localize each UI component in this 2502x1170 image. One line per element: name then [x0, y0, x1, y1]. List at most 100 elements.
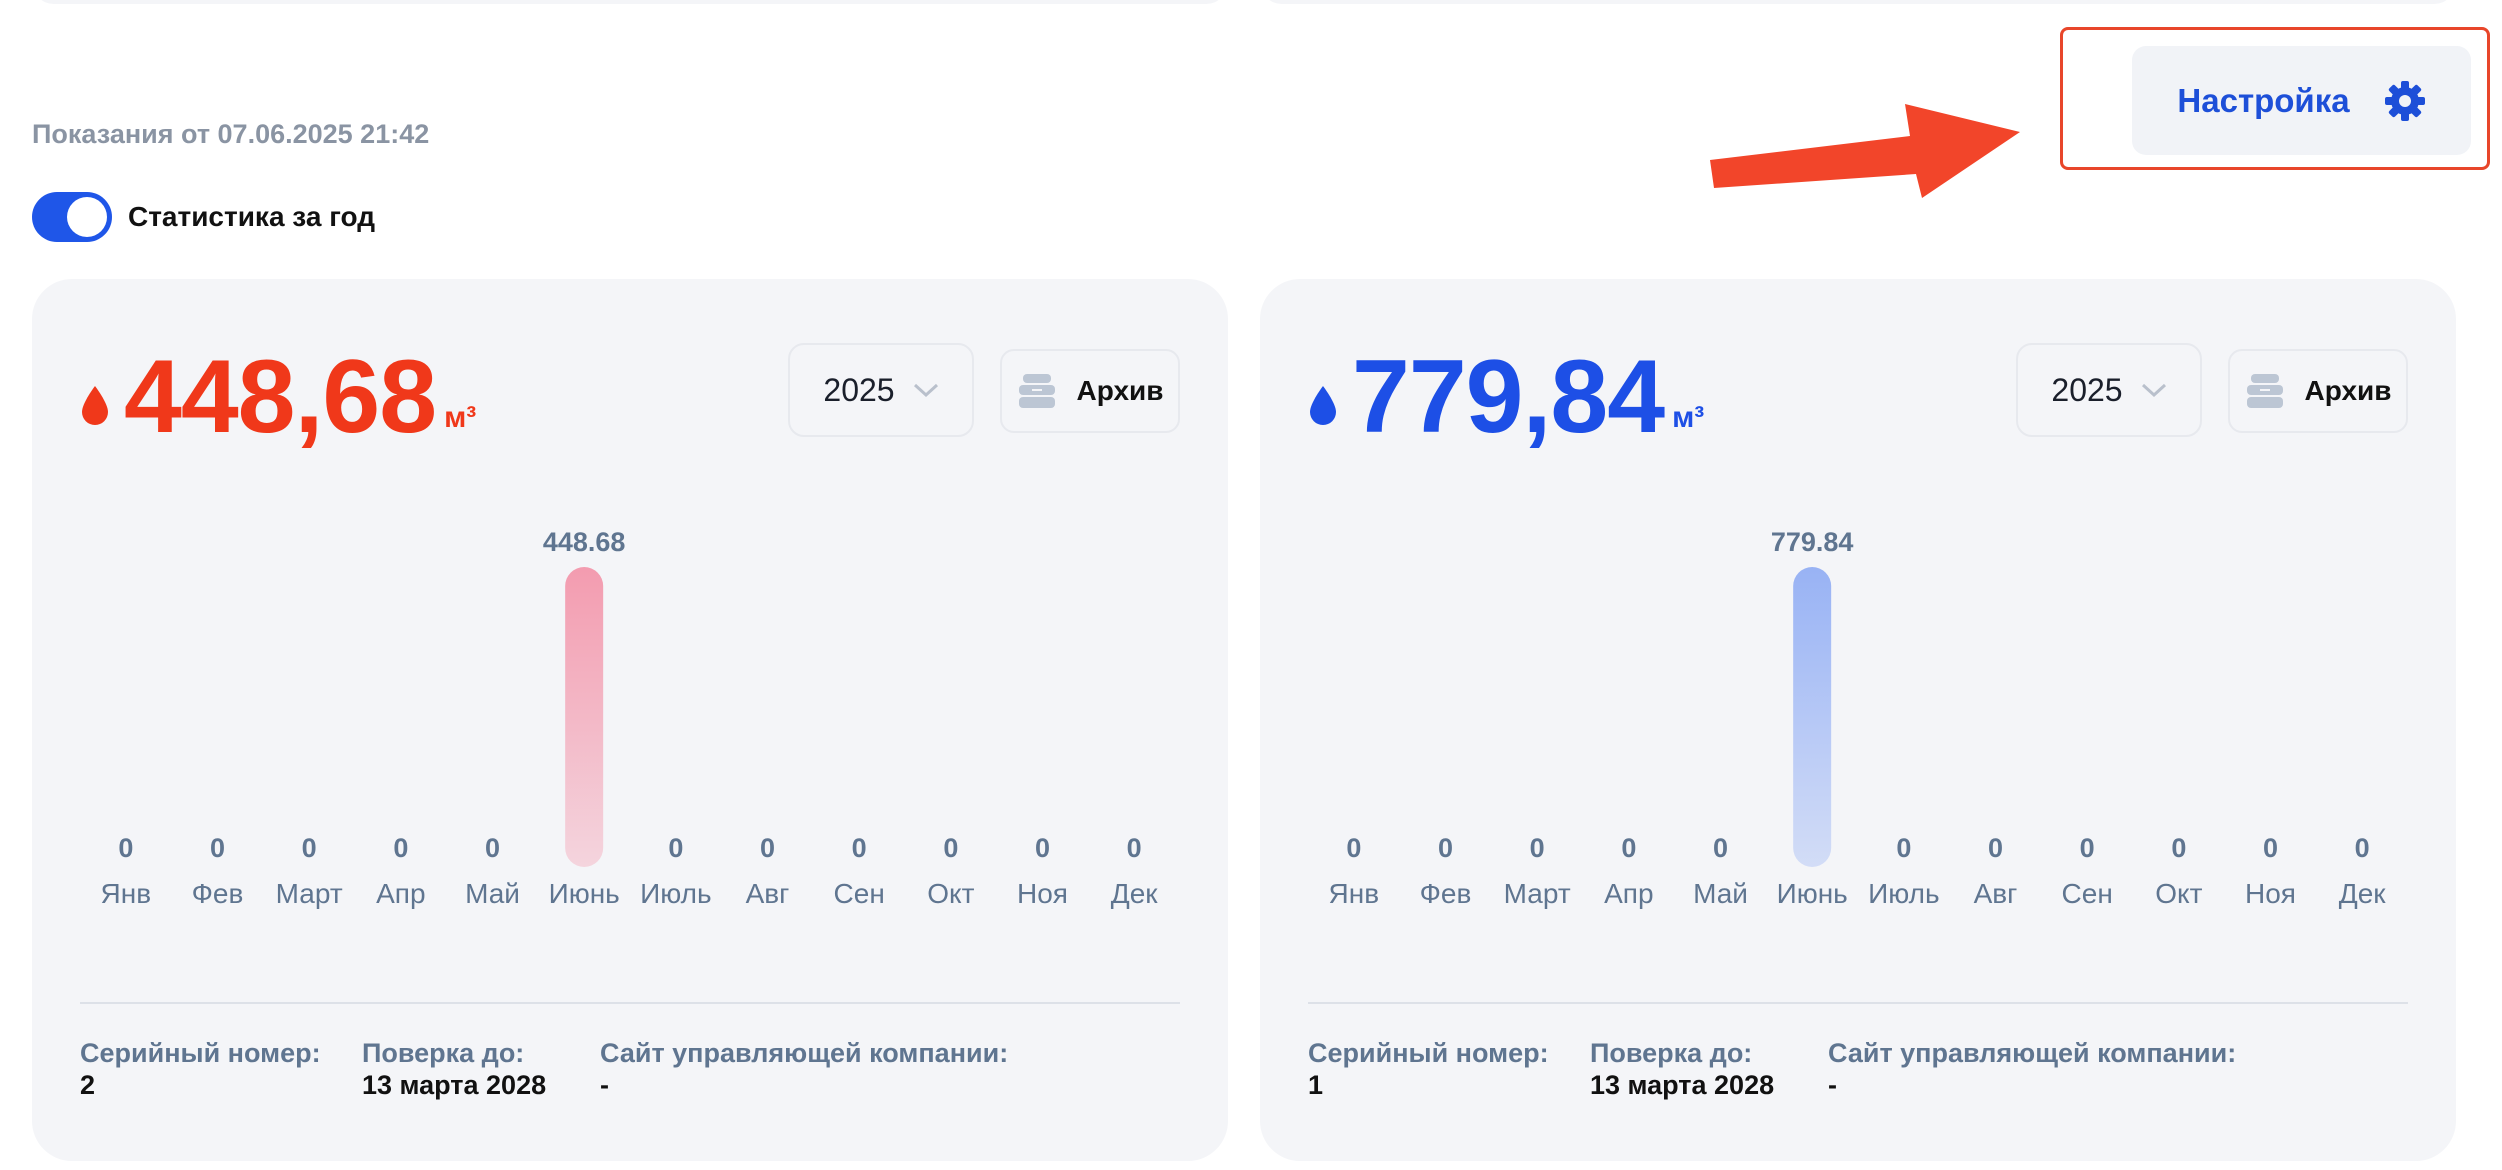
month-label: Янв	[1329, 878, 1380, 909]
serial-number: Серийный номер: 1	[1308, 1037, 1549, 1101]
company-site-label: Сайт управляющей компании:	[1828, 1038, 2237, 1068]
value-label: 0	[1621, 833, 1636, 863]
value-label: 0	[943, 833, 958, 863]
month-label: Фев	[1420, 878, 1472, 909]
yearly-stats-toggle[interactable]	[32, 192, 112, 242]
value-label: 0	[2080, 833, 2095, 863]
check-date-label: Поверка до:	[1590, 1038, 1753, 1068]
month-label: Июнь	[549, 878, 620, 909]
check-date: Поверка до: 13 марта 2028	[1590, 1037, 1774, 1101]
serial-number-value: 1	[1308, 1070, 1324, 1100]
year-select-value: 2025	[823, 371, 895, 408]
chevron-down-icon	[2141, 383, 2166, 398]
check-date: Поверка до: 13 марта 2028	[362, 1037, 546, 1101]
year-select[interactable]: 2025	[2016, 343, 2202, 437]
month-label: Июль	[640, 878, 711, 909]
water-drop-icon	[82, 386, 108, 425]
value-label: 0	[393, 833, 408, 863]
value-label: 0	[668, 833, 683, 863]
company-site-value: -	[1828, 1070, 1837, 1100]
month-label: Дек	[1111, 878, 1159, 909]
yearly-stats-row: Статистика за год	[32, 192, 375, 242]
company-site: Сайт управляющей компании: -	[600, 1037, 1008, 1101]
previous-card-bottom-right	[1260, 0, 2456, 4]
archive-button[interactable]: Архив	[2228, 349, 2408, 433]
value-label: 0	[1127, 833, 1142, 863]
month-label: Авг	[1974, 878, 2018, 909]
value-label: 0	[1530, 833, 1545, 863]
archive-icon	[1018, 374, 1055, 408]
previous-card-bottom-left	[32, 0, 1228, 4]
divider	[1308, 1002, 2408, 1004]
yearly-stats-label: Статистика за год	[128, 201, 375, 232]
month-label: Апр	[1604, 878, 1653, 909]
month-label: Июнь	[1777, 878, 1848, 909]
company-site-label: Сайт управляющей компании:	[600, 1038, 1009, 1068]
chevron-down-icon	[913, 383, 938, 398]
meter-total: 448,68 м³	[80, 345, 476, 449]
archive-label: Архив	[1076, 375, 1164, 406]
month-label: Май	[1693, 878, 1748, 909]
value-label: 0	[1896, 833, 1911, 863]
month-label: Апр	[376, 878, 425, 909]
value-label: 0	[2263, 833, 2278, 863]
value-label: 779.84	[1771, 527, 1854, 557]
meter-total-unit: м³	[444, 401, 477, 434]
pointer-arrow-icon	[1710, 104, 2020, 198]
month-label: Окт	[2155, 878, 2202, 909]
value-label: 0	[760, 833, 775, 863]
month-label: Авг	[746, 878, 790, 909]
readings-date: Показания от 07.06.2025 21:42	[32, 119, 430, 149]
month-label: Дек	[2339, 878, 2387, 909]
value-label: 0	[1035, 833, 1050, 863]
value-label: 0	[1438, 833, 1453, 863]
toggle-knob	[67, 197, 107, 237]
bar-Июнь	[1793, 567, 1832, 867]
meter-card-hot: 448,68 м³ 2025 Архив 0 Янв 0 Фев 0 Март 0 Апр 0 М…	[32, 279, 1228, 1161]
archive-icon	[2246, 374, 2283, 408]
value-label: 0	[485, 833, 500, 863]
value-label: 0	[1346, 833, 1361, 863]
month-label: Март	[276, 878, 343, 909]
serial-number-value: 2	[80, 1070, 96, 1100]
year-select[interactable]: 2025	[788, 343, 974, 437]
settings-button[interactable]: Настройка	[2132, 46, 2471, 155]
month-label: Фев	[192, 878, 244, 909]
value-label: 0	[210, 833, 225, 863]
company-site-value: -	[600, 1070, 609, 1100]
month-label: Сен	[834, 878, 885, 909]
meter-total-value: 448,68	[124, 339, 437, 455]
value-label: 0	[302, 833, 317, 863]
value-label: 0	[2355, 833, 2370, 863]
value-label: 0	[2171, 833, 2186, 863]
month-label: Ноя	[2245, 878, 2296, 909]
month-label: Май	[465, 878, 520, 909]
divider	[80, 1002, 1180, 1004]
check-date-value: 13 марта 2028	[362, 1070, 547, 1100]
month-label: Янв	[101, 878, 152, 909]
meter-card-cold: 779,84 м³ 2025 Архив 0 Янв 0 Фев 0 Март 0 Апр 0 М…	[1260, 279, 2456, 1161]
meter-total: 779,84 м³	[1308, 345, 1704, 449]
settings-highlight-frame	[2060, 27, 2490, 170]
serial-number-label: Серийный номер:	[1308, 1038, 1549, 1068]
bar-Июнь	[565, 567, 604, 867]
monthly-consumption-chart: 0 Янв 0 Фев 0 Март 0 Апр 0 Май 779.84 Июнь 0 Июль 0 Авг…	[1329, 527, 2387, 909]
value-label: 0	[1988, 833, 2003, 863]
check-date-value: 13 марта 2028	[1590, 1070, 1775, 1100]
month-label: Окт	[927, 878, 974, 909]
year-select-value: 2025	[2051, 371, 2123, 408]
check-date-label: Поверка до:	[362, 1038, 525, 1068]
monthly-consumption-chart: 0 Янв 0 Фев 0 Март 0 Апр 0 Май 448.68 Июнь 0 Июль 0 Авг…	[101, 527, 1159, 909]
month-label: Сен	[2062, 878, 2113, 909]
serial-number: Серийный номер: 2	[80, 1037, 321, 1101]
value-label: 0	[118, 833, 133, 863]
water-drop-icon	[1310, 386, 1336, 425]
archive-button[interactable]: Архив	[1000, 349, 1180, 433]
month-label: Ноя	[1017, 878, 1068, 909]
gear-icon	[2384, 80, 2425, 121]
meter-total-value: 779,84	[1352, 339, 1665, 455]
settings-label: Настройка	[2177, 81, 2350, 119]
value-label: 448.68	[543, 527, 626, 557]
value-label: 0	[852, 833, 867, 863]
serial-number-label: Серийный номер:	[80, 1038, 321, 1068]
